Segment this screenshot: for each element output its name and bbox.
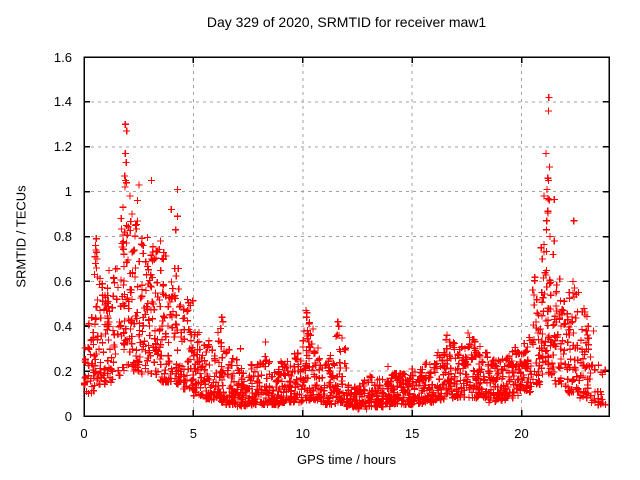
plot-border <box>83 56 610 417</box>
chart-title: Day 329 of 2020, SRMTID for receiver maw… <box>206 14 487 30</box>
y-tick-label: 1.2 <box>53 139 72 155</box>
x-tick-label: 0 <box>80 426 88 441</box>
y-tick-label: 1.4 <box>53 94 72 110</box>
x-tick-label: 20 <box>514 426 529 441</box>
x-tick-label: 15 <box>404 426 420 441</box>
y-tick-label: 1 <box>64 184 72 200</box>
y-tick-label: 0 <box>64 408 72 424</box>
y-tick-label: 0.8 <box>53 229 72 244</box>
x-tick-label: 10 <box>295 426 310 441</box>
y-tick-label: 0.4 <box>53 318 72 334</box>
x-axis-label: GPS time / hours <box>297 452 396 467</box>
y-axis-label: SRMTID / TECUs <box>13 185 29 288</box>
y-tick-label: 1.6 <box>53 49 72 65</box>
y-tick-label: 0.6 <box>53 273 72 289</box>
x-axis-label-wrap: GPS time / hours <box>84 451 609 469</box>
grid-lines <box>84 57 609 416</box>
chart-title-row: Day 329 of 2020, SRMTID for receiver maw… <box>84 14 609 32</box>
scatter-points <box>81 93 609 413</box>
y-tick-label: 0.2 <box>53 363 72 379</box>
x-tick-label: 5 <box>189 426 197 441</box>
